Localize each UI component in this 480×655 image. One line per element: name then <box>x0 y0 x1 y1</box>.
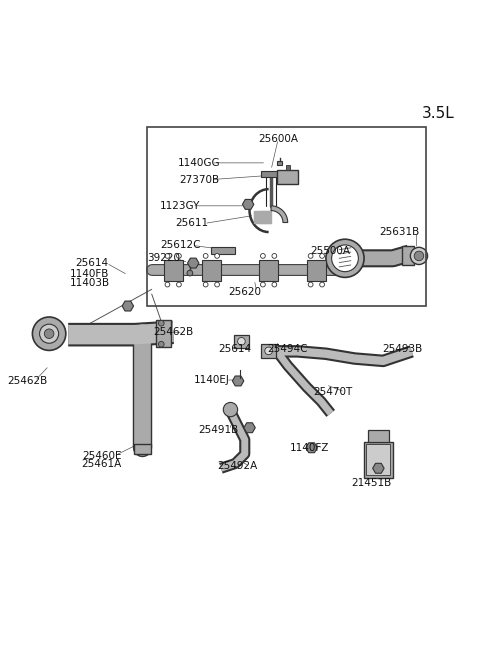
Circle shape <box>158 320 164 326</box>
Text: 3.5L: 3.5L <box>422 105 455 121</box>
Bar <box>164 260 183 281</box>
Circle shape <box>39 324 59 343</box>
Polygon shape <box>122 301 133 311</box>
Text: 25620: 25620 <box>228 287 261 297</box>
Bar <box>364 442 393 478</box>
Text: 1123GY: 1123GY <box>160 201 201 211</box>
Text: 11403B: 11403B <box>70 278 110 288</box>
Circle shape <box>238 337 245 345</box>
Circle shape <box>44 329 54 339</box>
Circle shape <box>320 253 324 258</box>
Text: 25611: 25611 <box>176 219 209 229</box>
Circle shape <box>177 282 181 287</box>
Text: 27370B: 27370B <box>180 175 219 185</box>
Circle shape <box>165 253 170 258</box>
Text: 25492A: 25492A <box>217 461 258 471</box>
Text: 25500A: 25500A <box>311 246 351 256</box>
Polygon shape <box>188 258 199 268</box>
Text: 25612C: 25612C <box>160 240 201 250</box>
Circle shape <box>33 317 66 350</box>
Polygon shape <box>372 463 384 474</box>
Circle shape <box>223 402 238 417</box>
Circle shape <box>261 253 265 258</box>
Text: 1140GG: 1140GG <box>178 158 221 168</box>
Circle shape <box>332 245 359 272</box>
Text: 25491B: 25491B <box>198 425 239 435</box>
Circle shape <box>177 253 181 258</box>
Circle shape <box>308 253 313 258</box>
Polygon shape <box>244 422 255 433</box>
Polygon shape <box>250 189 269 232</box>
Bar <box>402 246 414 265</box>
Bar <box>234 335 249 348</box>
Bar <box>262 345 276 358</box>
Bar <box>368 430 389 442</box>
Text: 25600A: 25600A <box>258 134 298 144</box>
Text: 25462B: 25462B <box>153 328 193 337</box>
Text: 25614: 25614 <box>75 258 108 268</box>
Bar <box>286 165 289 170</box>
Text: 39220: 39220 <box>147 253 180 263</box>
Bar <box>366 445 390 476</box>
Bar <box>134 445 151 454</box>
Circle shape <box>326 239 364 277</box>
Bar <box>262 171 280 177</box>
Bar <box>259 260 278 281</box>
Circle shape <box>410 248 428 265</box>
Text: 25462B: 25462B <box>8 376 48 386</box>
Circle shape <box>187 271 193 276</box>
Circle shape <box>320 282 324 287</box>
Bar <box>202 260 221 281</box>
Text: 1140FZ: 1140FZ <box>289 443 329 453</box>
FancyBboxPatch shape <box>277 160 282 165</box>
Bar <box>307 260 326 281</box>
Circle shape <box>308 282 313 287</box>
Text: 1140FB: 1140FB <box>70 269 109 279</box>
Polygon shape <box>306 443 317 453</box>
Text: 25614: 25614 <box>219 344 252 354</box>
Bar <box>211 247 235 255</box>
Circle shape <box>414 251 424 261</box>
Circle shape <box>272 253 277 258</box>
Circle shape <box>272 282 277 287</box>
Bar <box>156 320 171 346</box>
Circle shape <box>215 282 219 287</box>
FancyBboxPatch shape <box>277 170 299 184</box>
Text: 21451B: 21451B <box>351 477 391 487</box>
Polygon shape <box>271 206 288 223</box>
Circle shape <box>203 253 208 258</box>
Text: 25470T: 25470T <box>313 387 353 397</box>
Circle shape <box>158 341 164 347</box>
Circle shape <box>203 282 208 287</box>
Polygon shape <box>242 199 254 210</box>
Text: 25461A: 25461A <box>82 459 122 470</box>
Text: 25494C: 25494C <box>267 344 308 354</box>
Polygon shape <box>232 376 244 386</box>
Circle shape <box>261 282 265 287</box>
Circle shape <box>215 253 219 258</box>
Circle shape <box>265 347 273 355</box>
Text: 25631B: 25631B <box>380 227 420 237</box>
Text: 25460E: 25460E <box>82 451 121 461</box>
Circle shape <box>165 282 170 287</box>
Text: 25493B: 25493B <box>382 344 422 354</box>
Text: 1140EJ: 1140EJ <box>193 375 229 385</box>
